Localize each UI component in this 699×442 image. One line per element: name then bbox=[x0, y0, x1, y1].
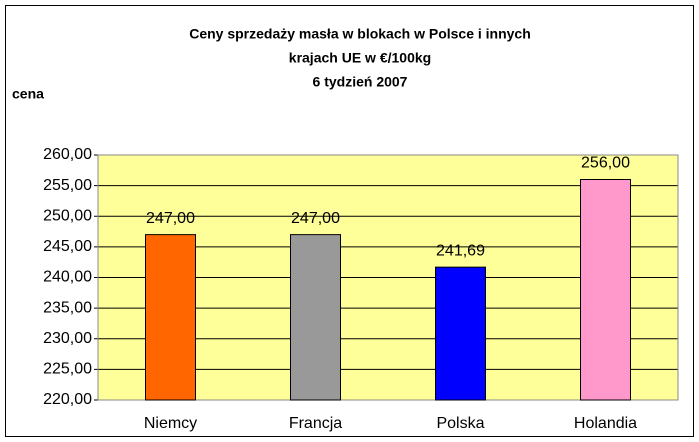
chart-title: Ceny sprzedaży masła w blokach w Polsce … bbox=[189, 26, 531, 42]
y-tick-label: 240,00 bbox=[43, 269, 92, 286]
y-tick-label: 235,00 bbox=[43, 299, 92, 316]
data-label: 247,00 bbox=[146, 210, 195, 227]
x-tick-label: Holandia bbox=[574, 415, 637, 432]
y-tick-label: 230,00 bbox=[43, 330, 92, 347]
data-label: 256,00 bbox=[581, 155, 630, 172]
bar bbox=[580, 179, 631, 401]
bar bbox=[145, 234, 196, 401]
chart-title: 6 tydzień 2007 bbox=[313, 74, 408, 90]
y-tick-label: 255,00 bbox=[43, 177, 92, 194]
y-tick-label: 220,00 bbox=[43, 391, 92, 408]
y-tick-label: 250,00 bbox=[43, 207, 92, 224]
bar bbox=[290, 234, 341, 401]
bar bbox=[435, 266, 486, 401]
x-tick-label: Francja bbox=[289, 415, 342, 432]
chart-title: krajach UE w €/100kg bbox=[289, 50, 431, 66]
x-tick-label: Niemcy bbox=[144, 415, 197, 432]
data-label: 241,69 bbox=[436, 242, 485, 259]
plot-border bbox=[97, 154, 679, 401]
data-label: 247,00 bbox=[291, 210, 340, 227]
y-tick-label: 245,00 bbox=[43, 238, 92, 255]
x-tick-label: Polska bbox=[436, 415, 484, 432]
y-tick-label: 260,00 bbox=[43, 146, 92, 163]
y-tick-label: 225,00 bbox=[43, 361, 92, 378]
y-axis-label: cena bbox=[12, 86, 44, 102]
